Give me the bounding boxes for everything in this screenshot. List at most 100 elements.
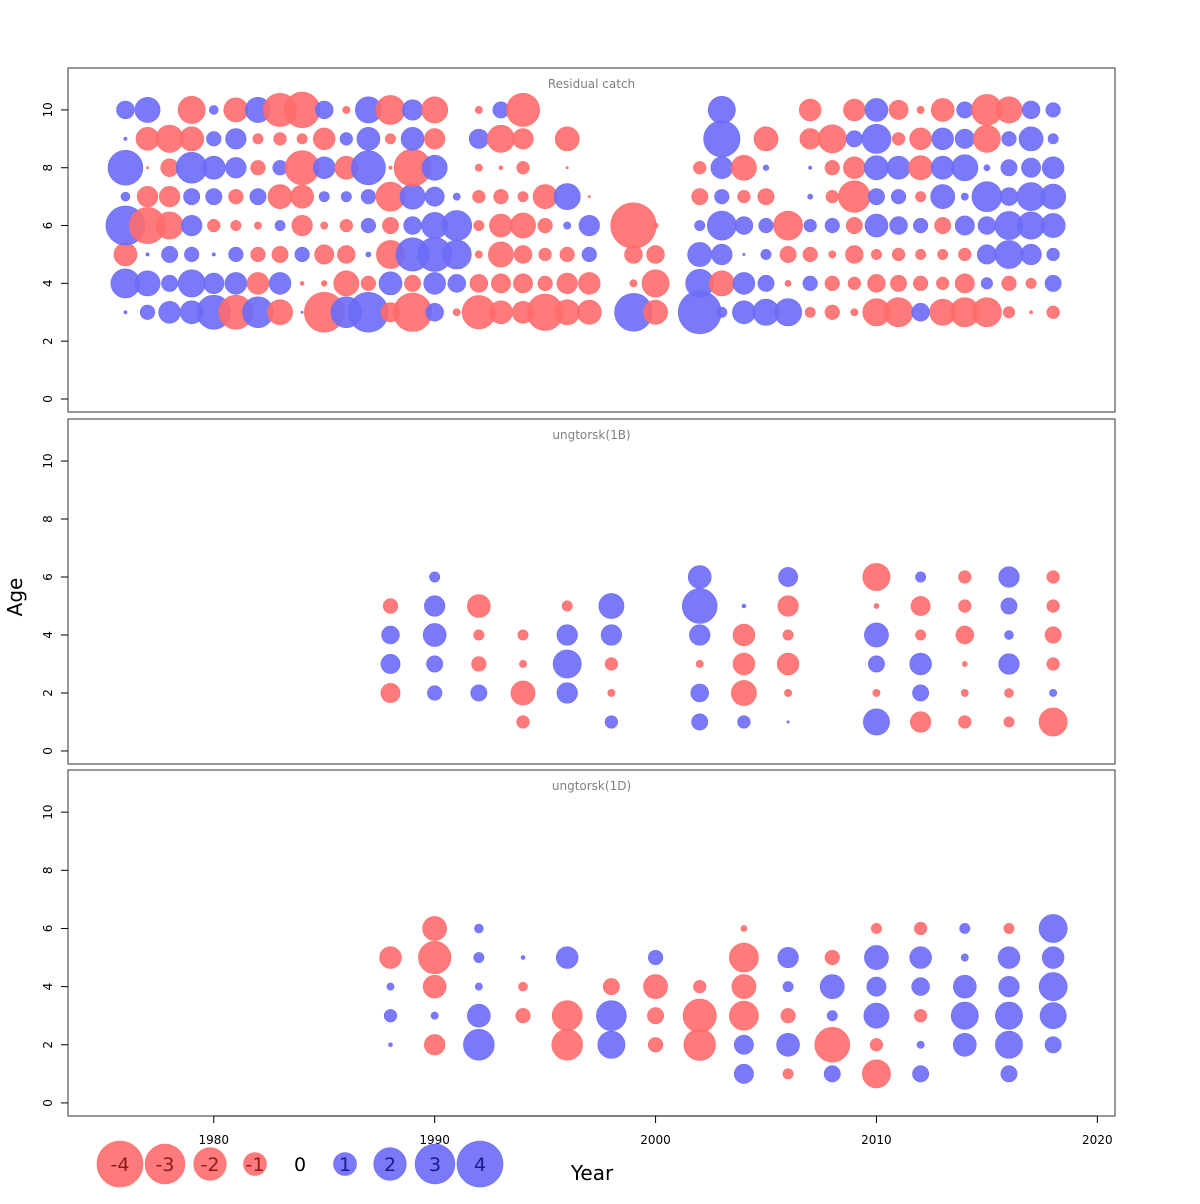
legend-bubble [414, 1143, 456, 1185]
bubble [824, 949, 840, 966]
bubble [891, 132, 906, 146]
bubble [911, 303, 930, 322]
legend-item: 2 [373, 1147, 407, 1181]
bubble [493, 189, 509, 205]
bubble [422, 974, 447, 999]
bubble [862, 563, 891, 591]
y-tick-label: 6 [41, 222, 55, 230]
bubble [762, 164, 770, 171]
bubble [1038, 972, 1068, 1001]
bubble [555, 946, 579, 969]
bubble [983, 164, 991, 172]
bubble [474, 923, 484, 934]
y-tick-label: 2 [41, 1041, 55, 1049]
bubble [695, 660, 704, 668]
bubble [155, 124, 184, 153]
bubble [552, 649, 582, 679]
bubble [551, 1000, 583, 1031]
bubble [683, 1028, 716, 1061]
legend-label: -4 [111, 1154, 130, 1176]
bubble [430, 1011, 439, 1020]
panel-1: Residual catch 0 2 4 6 8 10 [41, 67, 1116, 413]
bubble [512, 128, 534, 150]
bubble [732, 623, 756, 647]
bubble [404, 274, 422, 292]
bubble [995, 1001, 1023, 1030]
bubble [930, 184, 956, 209]
y-tick-label: 6 [41, 925, 55, 933]
bubble [961, 661, 968, 667]
bubble [779, 246, 797, 263]
bubble [863, 708, 890, 736]
x-tick-label: 1990 [419, 1133, 450, 1147]
bubble [559, 246, 575, 263]
bubble [914, 921, 928, 936]
bubble [1044, 1036, 1062, 1054]
bubble [268, 272, 292, 295]
bubble [687, 242, 713, 267]
bubble [469, 274, 489, 293]
bubble [646, 245, 665, 264]
bubble [864, 622, 889, 648]
bubble [808, 165, 813, 170]
bubbles [380, 563, 1068, 737]
bubble [873, 603, 880, 609]
bubble [915, 629, 927, 641]
bubble [710, 156, 734, 179]
bubble [510, 680, 536, 706]
bubble [537, 217, 553, 234]
bubble [1018, 126, 1044, 152]
bubble [183, 188, 201, 206]
bubble [360, 189, 376, 205]
bubble [382, 598, 399, 614]
bubble [201, 155, 226, 180]
bubble [930, 155, 955, 180]
bubble [908, 155, 933, 181]
bubble [731, 154, 757, 181]
bubble [1046, 247, 1060, 262]
bubble [823, 1065, 841, 1083]
bubble [780, 1008, 796, 1024]
bubble [596, 1000, 627, 1031]
bubble [421, 96, 449, 124]
bubble [489, 213, 513, 238]
bubble [828, 250, 837, 259]
bubble [468, 128, 489, 149]
bubble [868, 655, 885, 673]
bubble [607, 689, 616, 697]
bubble [958, 570, 972, 584]
bubble [1049, 689, 1058, 697]
bubble [867, 274, 886, 293]
bubble [113, 242, 138, 267]
bubble [388, 165, 393, 170]
bubble [647, 949, 664, 966]
bubble [423, 272, 446, 295]
bubble [1029, 310, 1033, 315]
bubble [862, 1059, 891, 1089]
bubble [773, 210, 803, 241]
legend-bubble [373, 1147, 407, 1181]
bubble [864, 98, 889, 122]
bubble [910, 596, 931, 616]
bubble [883, 297, 914, 328]
legend-item: 4 [456, 1140, 504, 1188]
bubble [886, 155, 911, 180]
bubble [952, 974, 977, 999]
bubble [399, 183, 426, 210]
bubble [421, 154, 448, 181]
legend-label: 1 [339, 1154, 351, 1176]
bubble [706, 210, 737, 241]
legend-label: -2 [201, 1154, 220, 1176]
bubble [912, 1065, 930, 1083]
bubble [845, 130, 863, 148]
y-axis-label: Age [3, 578, 27, 617]
bubble [452, 192, 461, 201]
bubble [1040, 183, 1067, 210]
legend-label: -1 [246, 1154, 265, 1176]
legend-item: 3 [414, 1143, 456, 1185]
bubble [732, 652, 756, 676]
bubble [388, 1042, 393, 1048]
bubble [209, 105, 219, 115]
bubble [510, 212, 536, 239]
panel-frame [67, 769, 1116, 1117]
